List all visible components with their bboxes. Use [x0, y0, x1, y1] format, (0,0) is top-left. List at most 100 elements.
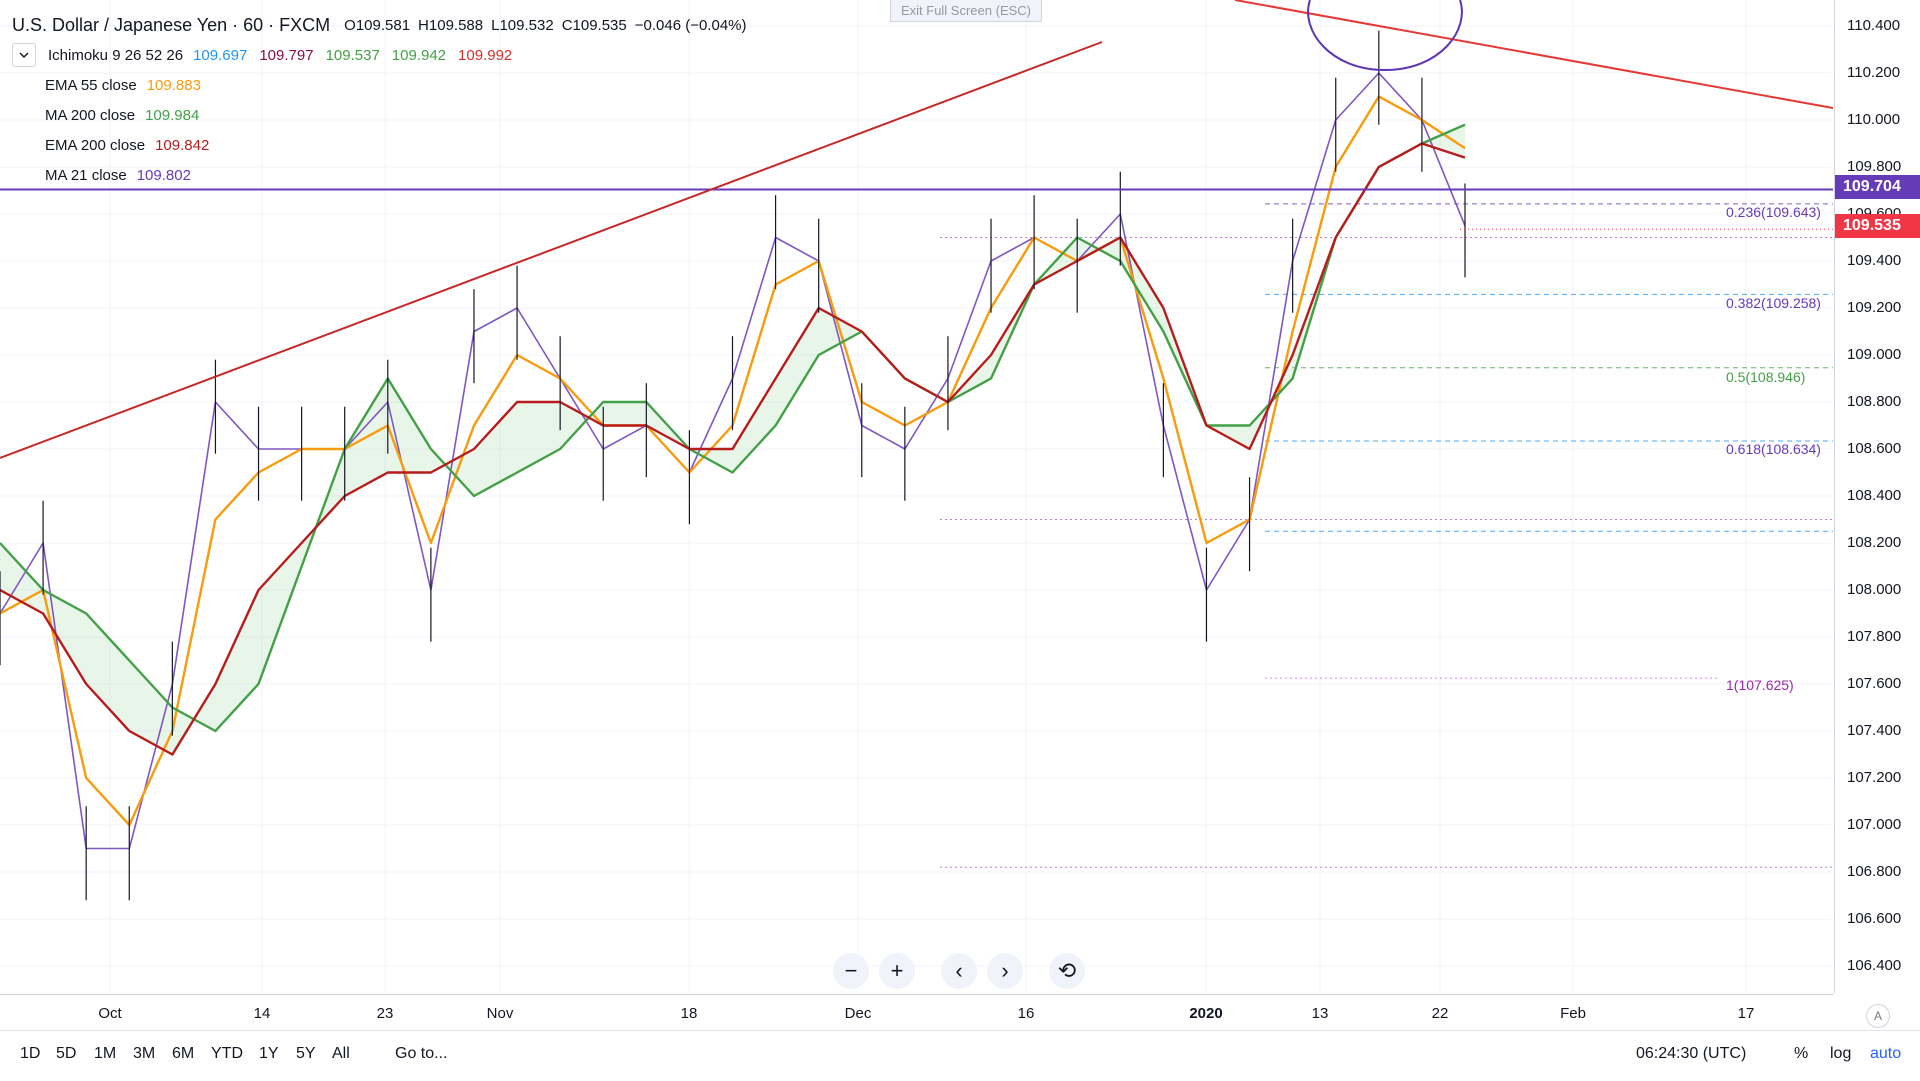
time-tick-label: 17: [1737, 1005, 1755, 1022]
indicator-value: 109.992: [458, 46, 513, 64]
price-tick-label: 108.200: [1847, 534, 1902, 551]
price-tick-label: 108.800: [1847, 393, 1902, 410]
time-tick-label: 2020: [1189, 1005, 1223, 1022]
range-button-3m[interactable]: 3M: [133, 1045, 156, 1062]
auto-scale-icon[interactable]: A: [1866, 1004, 1890, 1028]
indicator-value: 109.984: [145, 106, 200, 124]
range-button-all[interactable]: All: [332, 1045, 350, 1062]
price-tick-label: 107.200: [1847, 769, 1902, 786]
time-tick-label: 14: [253, 1005, 271, 1022]
price-tick-label: 110.400: [1847, 17, 1901, 34]
fib-level-label: 0.5(108.946): [1726, 369, 1806, 385]
time-axis[interactable]: Oct 14 23 Nov 18 Dec 16 2020 13 22 Feb 17: [0, 994, 1834, 1030]
price-tick-label: 107.000: [1847, 816, 1902, 833]
indicator-value: 109.697: [193, 46, 248, 64]
fib-level-label: 1(107.625): [1726, 677, 1794, 693]
bottom-toolbar: 1D 5D 1M 3M 6M YTD 1Y 5Y All Go to... 06:24:30 (…: [0, 1030, 1920, 1081]
range-button-6m[interactable]: 6M: [172, 1045, 195, 1062]
price-tick-label: 106.400: [1847, 957, 1902, 974]
scroll-left-button[interactable]: ‹: [941, 953, 977, 989]
fib-level-label: 0.618(108.634): [1726, 441, 1821, 457]
time-tick-label: 13: [1311, 1005, 1329, 1022]
zoom-out-button[interactable]: −: [833, 953, 869, 989]
ichimoku-cloud: [0, 124, 1465, 755]
range-button-5d[interactable]: 5D: [56, 1045, 77, 1062]
price-tick-label: 109.200: [1847, 299, 1902, 316]
range-button-1d[interactable]: 1D: [20, 1045, 41, 1062]
price-tick-label: 110.000: [1847, 111, 1901, 128]
scroll-right-button[interactable]: ›: [987, 953, 1023, 989]
price-tick-label: 108.400: [1847, 487, 1902, 504]
ohlc-open: O109.581: [344, 16, 411, 34]
price-tick-label: 107.400: [1847, 722, 1902, 739]
price-tick-label: 106.800: [1847, 863, 1902, 880]
hline-price-label: 109.704: [1835, 175, 1920, 199]
price-tick-label: 109.000: [1847, 346, 1902, 363]
range-button-1m[interactable]: 1M: [94, 1045, 117, 1062]
log-toggle[interactable]: log: [1830, 1045, 1852, 1062]
indicator-row[interactable]: Ichimoku 9 26 52 26 109.697 109.797 109.537…: [12, 40, 755, 70]
price-tick-label: 109.800: [1847, 158, 1902, 175]
ohlc-high: H109.588: [418, 16, 484, 34]
trend-line-rising: [0, 41, 1103, 459]
indicator-value: 109.797: [259, 46, 314, 64]
auto-toggle[interactable]: auto: [1870, 1045, 1902, 1062]
indicator-name: Ichimoku 9 26 52 26: [48, 46, 184, 64]
fib-level-label: 0.236(109.643): [1726, 204, 1821, 220]
zoom-in-button[interactable]: +: [879, 953, 915, 989]
time-tick-label: Dec: [844, 1005, 872, 1022]
indicator-name: MA 21 close: [45, 166, 127, 184]
series-line-ema-200-close: [0, 142, 1466, 756]
current-price-label: 109.535: [1835, 214, 1920, 238]
price-tick-label: 107.600: [1847, 675, 1902, 692]
price-tick-label: 106.600: [1847, 910, 1902, 927]
price-tick-label: 107.800: [1847, 628, 1902, 645]
indicator-name: EMA 200 close: [45, 136, 146, 154]
series-line-ma-200-close: [0, 123, 1466, 733]
time-tick-label: 16: [1017, 1005, 1035, 1022]
exit-fullscreen-button[interactable]: Exit Full Screen (ESC): [890, 0, 1042, 22]
indicator-value: 109.942: [391, 46, 447, 64]
time-tick-label: Feb: [1560, 1005, 1586, 1022]
range-button-5y[interactable]: 5Y: [296, 1045, 316, 1062]
time-tick-label: 18: [680, 1005, 698, 1022]
indicator-value: 109.537: [325, 46, 380, 64]
symbol-title: U.S. Dollar / Japanese Yen · 60 · FXCM: [12, 14, 331, 35]
price-chart[interactable]: [0, 0, 1833, 993]
price-tick-label: 108.000: [1847, 581, 1902, 598]
indicator-name: MA 200 close: [45, 106, 136, 124]
symbol-row: U.S. Dollar / Japanese Yen · 60 · FXCM O…: [12, 10, 755, 40]
indicator-row[interactable]: MA 21 close 109.802: [12, 160, 755, 190]
indicator-row[interactable]: EMA 55 close 109.883: [12, 70, 755, 100]
ohlc-close: C109.535: [561, 16, 627, 34]
time-tick-label: 22: [1431, 1005, 1449, 1022]
indicator-value: 109.842: [155, 136, 210, 154]
reset-chart-button[interactable]: ⟲: [1049, 953, 1085, 989]
trend-line-falling: [1234, 0, 1833, 109]
indicator-value: 109.802: [136, 166, 191, 184]
goto-button[interactable]: Go to...: [395, 1045, 448, 1062]
ohlc-low: L109.532: [491, 16, 554, 34]
price-tick-label: 109.400: [1847, 252, 1902, 269]
ohlc-change: −0.046 (−0.04%): [634, 16, 747, 34]
chart-legend: U.S. Dollar / Japanese Yen · 60 · FXCM O…: [12, 10, 755, 190]
price-tick-label: 108.600: [1847, 440, 1902, 457]
price-axis[interactable]: 110.400110.200110.000109.800109.600109.4…: [1834, 0, 1920, 993]
collapse-legend-icon[interactable]: [12, 43, 36, 67]
indicator-list: Ichimoku 9 26 52 26 109.697 109.797 109.537…: [12, 40, 755, 190]
percent-toggle[interactable]: %: [1794, 1045, 1809, 1062]
chart-area[interactable]: Exit Full Screen (ESC) U.S. Dollar / Jap…: [0, 0, 1833, 993]
range-button-1y[interactable]: 1Y: [259, 1045, 279, 1062]
indicator-name: EMA 55 close: [45, 76, 137, 94]
time-tick-label: 23: [376, 1005, 394, 1022]
range-button-ytd[interactable]: YTD: [211, 1045, 243, 1062]
time-tick-label: Nov: [486, 1005, 514, 1022]
time-tick-label: Oct: [98, 1005, 122, 1022]
indicator-value: 109.883: [146, 76, 201, 94]
indicator-row[interactable]: MA 200 close 109.984: [12, 100, 755, 130]
clock-display: 06:24:30 (UTC): [1636, 1045, 1747, 1062]
price-tick-label: 110.200: [1847, 64, 1901, 81]
circle-annotation: [1307, 0, 1463, 72]
fib-level-label: 0.382(109.258): [1726, 295, 1821, 311]
indicator-row[interactable]: EMA 200 close 109.842: [12, 130, 755, 160]
